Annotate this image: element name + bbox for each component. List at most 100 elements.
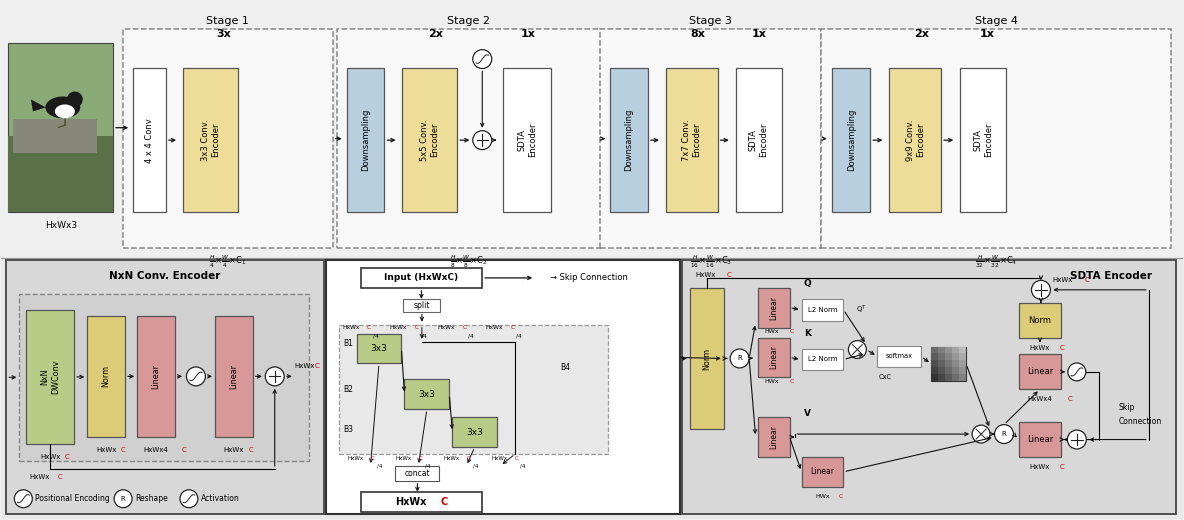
Circle shape	[1068, 363, 1086, 381]
Text: C: C	[418, 457, 423, 461]
Text: Stage 4: Stage 4	[974, 16, 1017, 27]
Text: 2x: 2x	[427, 29, 443, 39]
Text: /4: /4	[472, 463, 478, 469]
Bar	[403, 68, 457, 212]
Text: Norm: Norm	[102, 366, 110, 387]
Text: 1x: 1x	[979, 29, 995, 39]
Text: Q$^T$: Q$^T$	[856, 304, 867, 316]
Text: L2 Norm: L2 Norm	[807, 307, 837, 313]
Bar	[137, 316, 175, 437]
Text: HxWx: HxWx	[1053, 277, 1073, 283]
Text: /4: /4	[420, 333, 426, 338]
Bar	[1, 258, 1183, 518]
Bar	[665, 68, 718, 212]
Text: V: V	[804, 409, 811, 418]
Text: Reshape: Reshape	[135, 494, 168, 503]
Text: HxWx4: HxWx4	[143, 447, 168, 453]
Text: SDTA
Encoder: SDTA Encoder	[973, 123, 992, 158]
Text: 1x: 1x	[521, 29, 535, 39]
Text: R: R	[738, 356, 742, 361]
Bar	[959, 354, 966, 360]
Text: C: C	[510, 325, 514, 330]
Bar	[361, 492, 482, 512]
Text: Linear: Linear	[770, 345, 778, 370]
Text: Stage 3: Stage 3	[689, 16, 732, 27]
Text: SDTA
Encoder: SDTA Encoder	[517, 123, 536, 158]
Text: C: C	[466, 457, 470, 461]
Text: CxC: CxC	[879, 374, 892, 380]
Bar	[952, 374, 959, 381]
Bar	[959, 346, 966, 354]
Text: HWx: HWx	[764, 329, 779, 334]
Text: C: C	[121, 447, 126, 453]
Bar	[405, 380, 450, 409]
Text: HxWx: HxWx	[395, 457, 412, 461]
Circle shape	[1031, 280, 1050, 300]
Text: Activation: Activation	[201, 494, 239, 503]
Text: HWx: HWx	[815, 494, 830, 499]
Text: C: C	[462, 325, 466, 330]
Text: $\frac{H}{4}$$\times$$\frac{W}{4}$$\times$C$_1$: $\frac{H}{4}$$\times$$\frac{W}{4}$$\time…	[210, 254, 246, 270]
Bar	[931, 374, 938, 381]
Bar	[88, 316, 126, 437]
Bar	[952, 354, 959, 360]
Bar	[13, 119, 97, 153]
Bar	[931, 346, 938, 354]
Bar	[133, 68, 166, 212]
Text: HxWx: HxWx	[224, 447, 244, 453]
Text: K: K	[804, 329, 811, 338]
Text: HxWx: HxWx	[30, 474, 50, 480]
Text: 2x: 2x	[914, 29, 928, 39]
Text: /4: /4	[425, 463, 430, 469]
Text: /4: /4	[516, 333, 522, 338]
Bar	[503, 68, 551, 212]
Text: /4: /4	[469, 333, 474, 338]
Text: $\frac{H}{8}$$\times$$\frac{W}{8}$$\times$C$_2$: $\frac{H}{8}$$\times$$\frac{W}{8}$$\time…	[450, 254, 488, 270]
Text: Skip: Skip	[1119, 402, 1135, 412]
Text: HWx: HWx	[764, 379, 779, 384]
Text: Q: Q	[804, 279, 811, 289]
Text: softmax: softmax	[886, 354, 913, 359]
Circle shape	[995, 425, 1014, 444]
Polygon shape	[31, 99, 46, 111]
Bar	[945, 374, 952, 381]
Text: C: C	[790, 379, 793, 384]
Bar	[889, 68, 941, 212]
Text: HxWx: HxWx	[695, 272, 716, 278]
Bar	[931, 368, 938, 374]
Circle shape	[265, 367, 284, 386]
Text: → Skip Connection: → Skip Connection	[551, 274, 628, 282]
Text: Connection: Connection	[1119, 417, 1162, 426]
Bar	[931, 354, 938, 360]
Bar	[959, 360, 966, 368]
Text: C: C	[1068, 396, 1073, 402]
Bar	[26, 310, 75, 444]
Bar	[931, 346, 966, 381]
Text: C: C	[315, 363, 320, 369]
Text: B2: B2	[343, 385, 354, 394]
Bar	[123, 29, 333, 248]
Text: /4: /4	[521, 463, 526, 469]
Bar	[758, 337, 790, 378]
Bar	[19, 294, 309, 461]
Bar	[8, 43, 114, 212]
Text: 7x7 Conv.
Encoder: 7x7 Conv. Encoder	[682, 119, 701, 161]
Text: 4 x 4 Conv: 4 x 4 Conv	[146, 118, 154, 163]
Text: C: C	[1060, 464, 1064, 470]
Text: 8x: 8x	[690, 29, 706, 39]
Bar	[690, 288, 723, 429]
Text: C: C	[1085, 277, 1089, 283]
Bar	[1019, 355, 1061, 389]
Text: C: C	[514, 457, 519, 461]
Text: C: C	[1060, 345, 1064, 350]
Bar	[952, 368, 959, 374]
Text: HxWx: HxWx	[347, 457, 363, 461]
Text: HxWx: HxWx	[390, 325, 407, 330]
Text: C: C	[726, 272, 731, 278]
Text: Linear: Linear	[811, 467, 835, 476]
Bar	[931, 360, 938, 368]
Bar	[945, 346, 952, 354]
Circle shape	[180, 490, 198, 508]
Text: R: R	[1002, 431, 1006, 437]
Text: Downsampling: Downsampling	[847, 109, 856, 171]
